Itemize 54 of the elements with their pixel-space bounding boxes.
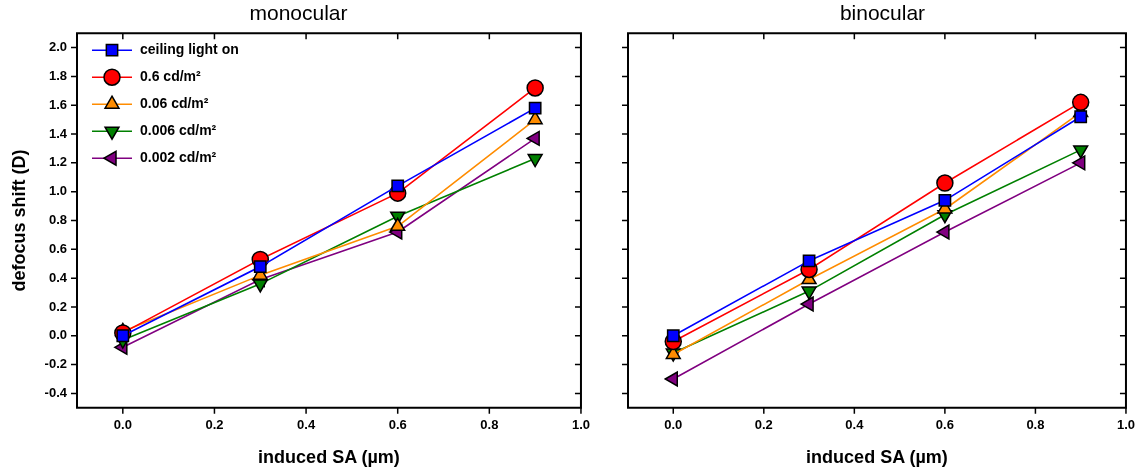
point — [801, 286, 817, 300]
point — [526, 130, 540, 147]
point — [666, 329, 680, 343]
x-axis-title: induced SA (µm) — [258, 447, 400, 468]
chart-title: binocular — [839, 1, 926, 25]
y-tick-label: 1.2 — [48, 154, 67, 170]
y-tick-label: 0.0 — [48, 327, 67, 343]
x-tick-label: 0.0 — [113, 417, 132, 433]
point — [116, 329, 130, 343]
y-axis-title: defocus shift (D) — [8, 149, 29, 292]
y-tick-label: 0.2 — [48, 298, 67, 314]
x-axis-title: induced SA (µm) — [806, 447, 948, 468]
x-tick-label: 0.0 — [664, 417, 683, 433]
point — [1073, 145, 1089, 159]
x-tick-label: 0.8 — [1026, 417, 1045, 433]
point — [526, 79, 544, 97]
point — [1074, 110, 1088, 124]
y-tick-label: -0.2 — [44, 356, 67, 372]
point — [1071, 93, 1090, 112]
y-tick-label: -0.4 — [44, 384, 68, 400]
legend-label: 0.6 cd/m² — [140, 68, 202, 85]
y-tick-label: 1.8 — [48, 68, 67, 83]
point — [391, 179, 405, 193]
y-tick-label: 1.0 — [48, 183, 67, 199]
y-tick-label: 0.6 — [48, 240, 67, 256]
y-tick-label: 0.8 — [48, 212, 67, 228]
point — [252, 279, 268, 293]
legend-label: 0.06 cd/m² — [140, 95, 209, 112]
point — [528, 101, 542, 115]
point — [938, 193, 952, 207]
y-tick-label: 1.6 — [48, 96, 67, 112]
x-tick-label: 0.6 — [388, 417, 407, 433]
legend-label: ceiling light on — [140, 41, 239, 58]
chart-title: monocular — [249, 1, 348, 25]
y-tick-label: 0.4 — [48, 269, 68, 285]
point — [800, 296, 814, 312]
point — [527, 153, 543, 168]
point — [936, 224, 950, 240]
x-tick-label: 0.4 — [297, 417, 316, 433]
y-tick-label: 2.0 — [48, 39, 67, 55]
x-tick-label: 0.8 — [480, 417, 499, 433]
point — [664, 371, 679, 387]
point — [253, 260, 267, 274]
x-tick-label: 0.2 — [754, 417, 773, 433]
x-tick-label: 1.0 — [1116, 417, 1135, 433]
legend-label: 0.006 cd/m² — [140, 122, 217, 139]
legend-label: 0.002 cd/m² — [140, 149, 217, 166]
x-tick-label: 1.0 — [571, 417, 590, 433]
x-tick-label: 0.6 — [935, 417, 954, 433]
point — [802, 254, 816, 268]
y-tick-label: 1.4 — [48, 125, 68, 141]
point — [936, 174, 954, 192]
x-tick-label: 0.4 — [845, 417, 865, 433]
x-tick-label: 0.2 — [205, 417, 224, 433]
